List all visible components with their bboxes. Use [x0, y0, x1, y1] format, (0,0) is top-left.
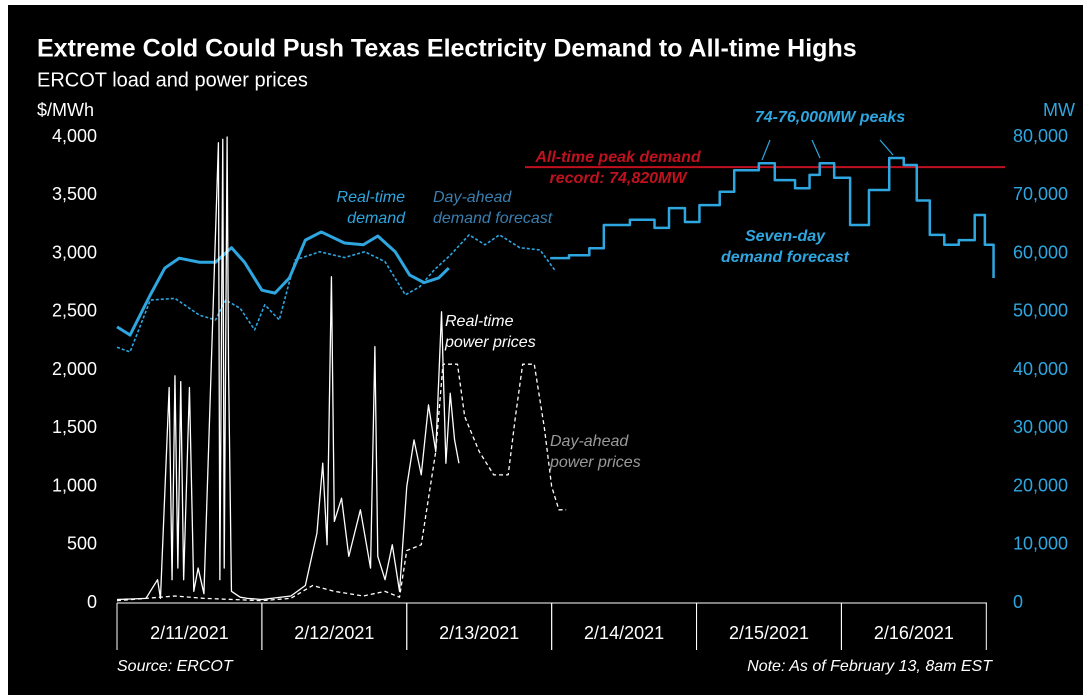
series-line [550, 156, 995, 278]
x-tick-label: 2/16/2021 [874, 623, 954, 643]
y-tick-label: 1,500 [52, 417, 97, 437]
annotation: power prices [549, 454, 641, 471]
series-line [116, 363, 567, 602]
annotation: demand [347, 210, 406, 227]
annotation: 74-76,000MW peaks [755, 109, 905, 126]
x-tick-label: 2/15/2021 [729, 623, 809, 643]
series-line [116, 234, 556, 353]
annotation: record: 74,820MW [550, 170, 689, 187]
y-tick-label: 0 [87, 592, 97, 612]
arrow [811, 139, 821, 159]
y2-axis-label: MW [1043, 100, 1075, 120]
y2-tick-label: 80,000 [1013, 126, 1068, 146]
annotation: Real-time [337, 189, 406, 206]
y-tick-label: 2,000 [52, 359, 97, 379]
y2-tick-label: 40,000 [1013, 359, 1068, 379]
y2-tick-label: 70,000 [1013, 184, 1068, 204]
y-tick-label: 500 [67, 534, 97, 554]
series-line [116, 230, 450, 337]
chart-subtitle: ERCOT load and power prices [37, 69, 308, 91]
annotation: Seven-day [745, 228, 826, 245]
y-axis-label: $/MWh [37, 100, 94, 120]
x-tick-label: 2/13/2021 [439, 623, 519, 643]
annotation-arrows [761, 139, 894, 161]
y2-tick-label: 20,000 [1013, 475, 1068, 495]
annotation: demand forecast [433, 210, 553, 227]
y2-tick-label: 10,000 [1013, 534, 1068, 554]
y-tick-label: 1,000 [52, 475, 97, 495]
source: Source: ERCOT [117, 658, 234, 675]
y-tick-label: 3,000 [52, 242, 97, 262]
y-tick-label: 4,000 [52, 126, 97, 146]
x-tick-label: 2/14/2021 [584, 623, 664, 643]
chart-title: Extreme Cold Could Push Texas Electricit… [37, 35, 857, 63]
annotation: All-time peak demand [534, 149, 702, 166]
annotation: demand forecast [721, 249, 850, 266]
annotation: Real-time [445, 313, 514, 330]
annotation: power prices [444, 334, 536, 351]
y2-tick-label: 50,000 [1013, 301, 1068, 321]
series-line [116, 136, 460, 601]
y2-tick-label: 0 [1013, 592, 1023, 612]
background [8, 5, 1083, 695]
y-tick-label: 2,500 [52, 301, 97, 321]
annotation: Day-ahead [550, 433, 629, 450]
annotation: Day-ahead [433, 189, 512, 206]
y2-tick-label: 60,000 [1013, 242, 1068, 262]
x-tick-label: 2/11/2021 [150, 623, 229, 643]
y-tick-label: 3,500 [52, 184, 97, 204]
arrow [761, 139, 771, 161]
y2-tick-label: 30,000 [1013, 417, 1068, 437]
x-tick-label: 2/12/2021 [294, 623, 374, 643]
arrow [879, 139, 894, 156]
note: Note: As of February 13, 8am EST [747, 658, 993, 675]
